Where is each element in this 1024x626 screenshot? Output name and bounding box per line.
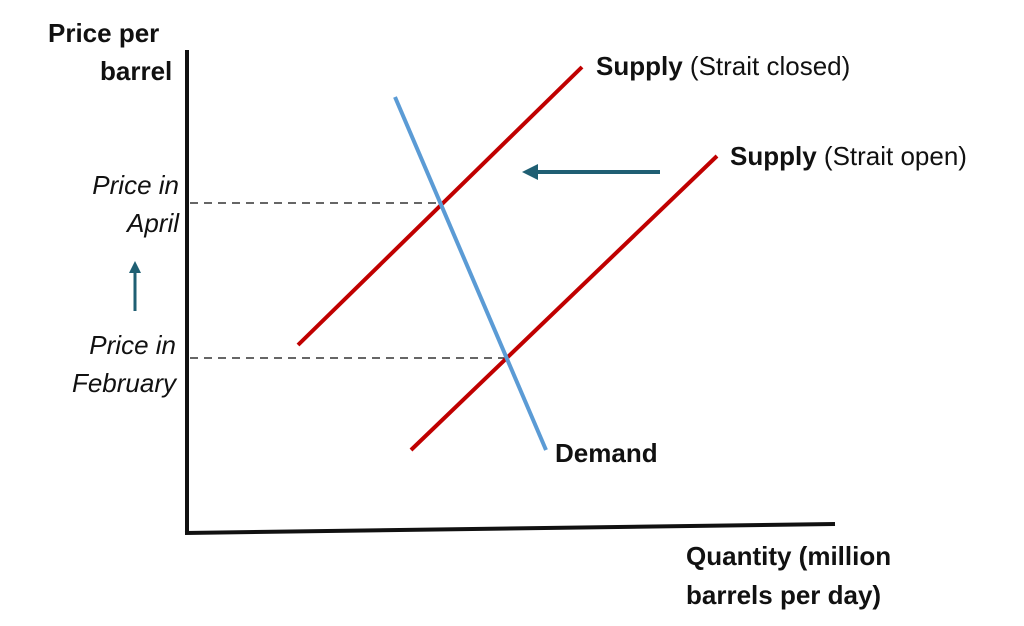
- supply-open-label: Supply (Strait open): [730, 141, 967, 172]
- april-label-line2: April: [126, 208, 179, 238]
- supply-open-name: Supply: [730, 141, 817, 171]
- february-label-line2: February: [71, 368, 176, 398]
- y-axis-label-line2: barrel: [100, 56, 173, 86]
- april-label-line1: Price in: [92, 170, 179, 200]
- x-axis-label-line2: barrels per day): [686, 580, 882, 610]
- february-label-line1: Price in: [89, 330, 176, 360]
- supply-open-qualifier: (Strait open): [823, 141, 967, 171]
- supply-closed-label: Supply (Strait closed): [596, 51, 850, 82]
- demand-label: Demand: [555, 438, 658, 468]
- supply-closed-name: Supply: [596, 51, 683, 81]
- supply-closed-qualifier: (Strait closed): [689, 51, 851, 81]
- x-axis-label-line1: Quantity (million: [686, 541, 892, 571]
- demand-curve: [393, 96, 548, 451]
- supply-open-curve: [409, 154, 719, 452]
- y-axis-label-line1: Price per: [48, 18, 160, 48]
- x-axis: [184, 522, 836, 535]
